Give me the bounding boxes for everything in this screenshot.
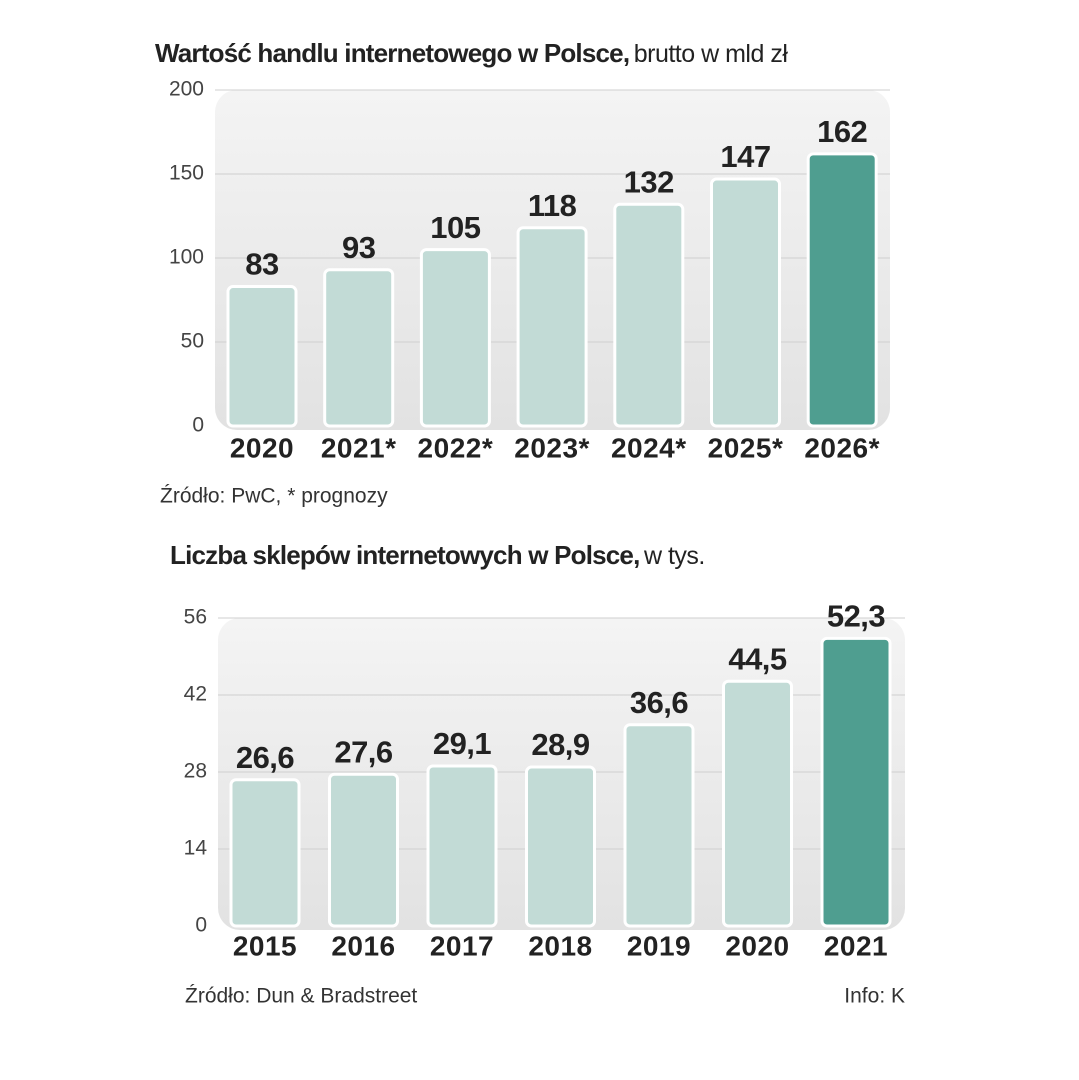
value-label: 36,6	[630, 685, 689, 720]
x-tick-label: 2022*	[418, 432, 494, 463]
credit: Info: K	[844, 985, 905, 1008]
bar	[323, 268, 395, 428]
y-tick-label: 150	[169, 162, 204, 185]
y-tick-label: 56	[184, 606, 207, 629]
value-label: 105	[430, 210, 480, 245]
bar	[419, 248, 491, 428]
bar	[710, 177, 781, 428]
value-label: 26,6	[236, 740, 295, 775]
bar	[806, 152, 878, 428]
y-tick-label: 0	[195, 914, 207, 937]
bar	[328, 772, 399, 928]
title-unit: w tys.	[643, 542, 705, 570]
x-tick-label: 2018	[528, 930, 592, 961]
bar	[613, 202, 685, 428]
value-label: 118	[528, 188, 577, 223]
value-label: 147	[720, 139, 770, 174]
value-label: 29,1	[433, 726, 492, 761]
title-main: Liczba sklepów internetowych w Polsce,	[170, 540, 640, 570]
y-tick-label: 100	[169, 246, 204, 269]
y-tick-label: 200	[169, 78, 204, 101]
source: Źródło: Dun & Bradstreet	[185, 985, 417, 1008]
x-tick-label: 2016	[331, 930, 395, 961]
value-label: 132	[624, 164, 674, 199]
bar	[722, 679, 793, 928]
chart-title: Liczba sklepów internetowych w Polsce, w…	[170, 540, 705, 570]
y-tick-label: 14	[184, 837, 208, 860]
bar	[623, 723, 695, 928]
y-tick-label: 50	[181, 330, 204, 353]
x-tick-label: 2019	[627, 930, 691, 961]
bar	[516, 226, 588, 428]
chart-title: Wartość handlu internetowego w Polsce, b…	[155, 38, 788, 68]
bar	[525, 765, 596, 928]
value-label: 93	[342, 230, 376, 265]
title-unit: brutto w mld zł	[634, 40, 789, 68]
title-main: Wartość handlu internetowego w Polsce,	[155, 38, 629, 68]
x-tick-label: 2021*	[321, 432, 397, 463]
x-tick-label: 2015	[233, 930, 297, 961]
value-label: 27,6	[334, 734, 393, 769]
value-label: 83	[245, 247, 279, 282]
y-tick-label: 0	[192, 414, 204, 437]
x-tick-label: 2020	[230, 432, 294, 463]
x-tick-label: 2020	[725, 930, 789, 961]
value-label: 28,9	[531, 727, 590, 762]
x-tick-label: 2021	[824, 930, 888, 961]
x-tick-label: 2026*	[804, 432, 880, 463]
value-label: 162	[817, 114, 867, 149]
y-tick-label: 28	[184, 760, 207, 783]
value-label: 44,5	[728, 641, 787, 676]
x-tick-label: 2025*	[708, 432, 784, 463]
value-label: 52,3	[827, 599, 886, 634]
y-tick-label: 42	[184, 683, 207, 706]
x-tick-label: 2017	[430, 930, 494, 961]
bar	[426, 764, 498, 928]
bar	[820, 636, 892, 928]
bar	[229, 778, 301, 928]
source: Źródło: PwC, * prognozy	[160, 485, 388, 508]
bar	[226, 285, 298, 428]
x-tick-label: 2023*	[514, 432, 590, 463]
x-tick-label: 2024*	[611, 432, 687, 463]
